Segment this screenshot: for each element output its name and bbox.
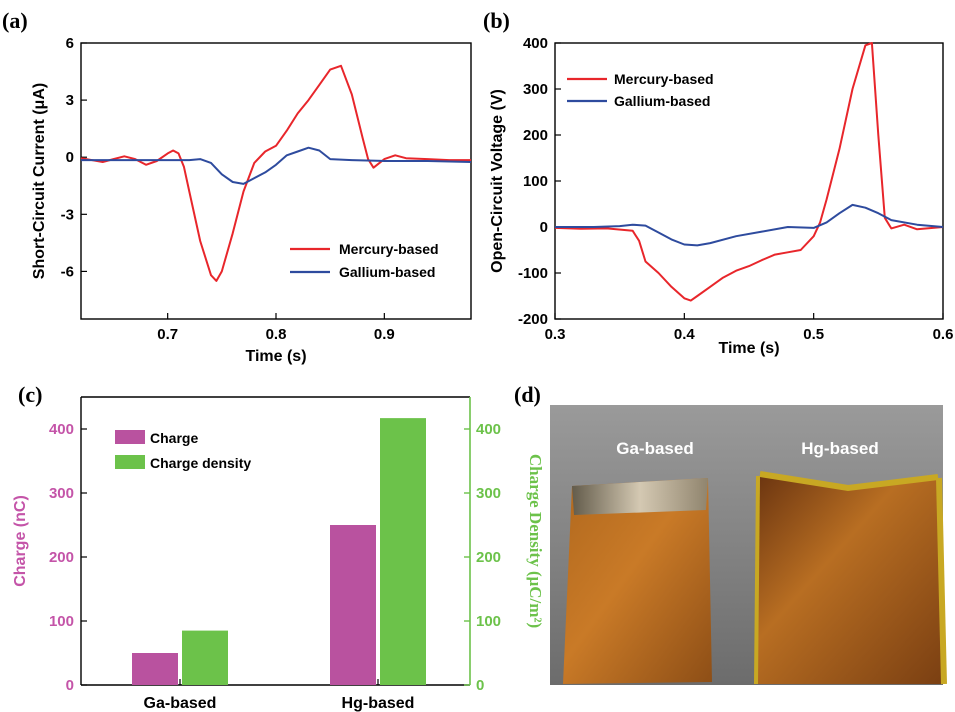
panel-b: (b) 0.3 0.4 0.5 0.6 -200 -100 0 100 200 300 400 T… — [483, 8, 953, 357]
photo-ga-based-label: Ga-based — [616, 439, 693, 458]
panel-a-legend-gallium: Gallium-based — [339, 264, 435, 280]
panel-b-legend-mercury: Mercury-based — [614, 71, 714, 87]
panel-c-left-tick-label: 200 — [49, 549, 74, 566]
panel-a-legend-mercury: Mercury-based — [339, 241, 439, 257]
panel-b-y-tick-label: 0 — [540, 219, 548, 236]
panel-a-y-axis-label: Short-Circuit Current (μA) — [31, 83, 48, 279]
panel-b-series-line-mercury — [554, 42, 944, 302]
panel-c-left-tick-label: 100 — [49, 613, 74, 630]
panel-c-right-tick-label: 400 — [476, 421, 501, 438]
panel-c-bar-charge-density — [182, 630, 228, 685]
panel-b-legend: Mercury-based Gallium-based — [567, 71, 714, 109]
panel-a-series-line-gallium — [81, 146, 472, 185]
panel-a-y-tick-label: -6 — [61, 263, 74, 280]
panel-a-y-tick-label: 0 — [66, 149, 74, 166]
panel-b-y-ticks: -200 -100 0 100 200 300 400 — [518, 35, 561, 328]
panel-b-legend-gallium: Gallium-based — [614, 93, 710, 109]
panel-c-right-tick-label: 0 — [476, 677, 484, 694]
panel-a-x-ticks: 0.7 0.8 0.9 — [157, 313, 395, 343]
photo-hg-based-tape-top — [759, 471, 939, 492]
panel-c-left-ticks: 0 100 200 300 400 — [49, 421, 87, 694]
panel-b-y-tick-label: -200 — [518, 311, 548, 328]
panel-b-y-tick-label: -100 — [518, 265, 548, 282]
panel-a-x-tick-label: 0.8 — [266, 326, 287, 343]
panel-b-label: (b) — [483, 8, 510, 33]
panel-b-y-tick-label: 200 — [523, 127, 548, 144]
panel-c-x-ticks: Ga-based Hg-based — [144, 679, 415, 712]
photo-hg-based-tape-right — [936, 477, 947, 685]
panel-c: (c) 0 100 200 300 400 0 100 200 300 400 Ga-based… — [12, 382, 545, 712]
panel-c-left-tick-label: 0 — [66, 677, 74, 694]
panel-c-label: (c) — [18, 382, 42, 407]
panel-c-legend-density: Charge density — [150, 455, 251, 471]
panel-c-category-label: Hg-based — [342, 695, 415, 712]
panel-c-left-axis-label: Charge (nC) — [12, 495, 29, 587]
panel-a-y-tick-label: 6 — [66, 35, 74, 52]
panel-a: (a) 0.7 0.8 0.9 -6 -3 0 3 6 Time (s) Short-Cir… — [2, 8, 472, 365]
panel-c-bar-charge — [132, 653, 178, 685]
panel-b-y-tick-label: 300 — [523, 81, 548, 98]
panel-c-left-tick-label: 300 — [49, 485, 74, 502]
photo-hg-based-film — [756, 474, 943, 684]
panel-a-legend: Mercury-based Gallium-based — [290, 241, 439, 280]
panel-b-series-line-gallium — [555, 203, 944, 247]
panel-c-category-label: Ga-based — [144, 695, 217, 712]
panel-a-x-tick-label: 0.7 — [157, 326, 178, 343]
panel-b-x-tick-label: 0.6 — [933, 326, 954, 343]
panel-c-legend-swatch-density — [115, 455, 145, 469]
panel-b-y-tick-label: 400 — [523, 35, 548, 52]
panel-c-left-tick-label: 400 — [49, 421, 74, 438]
photo-hg-based-tape-left — [754, 475, 760, 685]
panel-d-label: (d) — [514, 382, 541, 407]
panel-b-x-tick-label: 0.5 — [803, 326, 824, 343]
panel-b-y-tick-label: 100 — [523, 173, 548, 190]
panel-c-legend: Charge Charge density — [115, 430, 251, 471]
panel-b-x-axis-label: Time (s) — [718, 340, 779, 357]
panel-a-series — [80, 64, 472, 282]
photo-hg-based-label: Hg-based — [801, 439, 878, 458]
photo-ga-based-electrode — [572, 478, 708, 515]
panel-c-bars — [132, 418, 426, 685]
panel-c-bar-charge — [330, 525, 376, 685]
panel-c-right-tick-label: 300 — [476, 485, 501, 502]
panel-c-right-axis-label: Charge Density (μC/m²) — [526, 454, 545, 628]
panel-a-y-ticks: -6 -3 0 3 6 — [61, 35, 87, 280]
panel-c-right-tick-label: 200 — [476, 549, 501, 566]
panel-d: (d) — [514, 382, 947, 685]
panel-c-right-tick-label: 100 — [476, 613, 501, 630]
panel-c-bar-charge-density — [380, 418, 426, 685]
panel-a-y-tick-label: 3 — [66, 92, 74, 109]
panel-a-x-tick-label: 0.9 — [374, 326, 395, 343]
panel-b-series — [554, 42, 944, 302]
panel-b-x-tick-label: 0.3 — [545, 326, 566, 343]
panel-c-right-ticks: 0 100 200 300 400 — [464, 421, 501, 694]
panel-a-x-axis-label: Time (s) — [245, 348, 306, 365]
panel-c-legend-charge: Charge — [150, 430, 198, 446]
photo-ga-based-film — [563, 478, 712, 684]
panel-b-x-ticks: 0.3 0.4 0.5 0.6 — [545, 313, 954, 343]
panel-b-y-axis-label: Open-Circuit Voltage (V) — [489, 89, 506, 273]
panel-c-legend-swatch-charge — [115, 430, 145, 444]
panel-b-x-tick-label: 0.4 — [674, 326, 696, 343]
panel-a-y-tick-label: -3 — [61, 206, 74, 223]
panel-a-label: (a) — [2, 8, 28, 33]
